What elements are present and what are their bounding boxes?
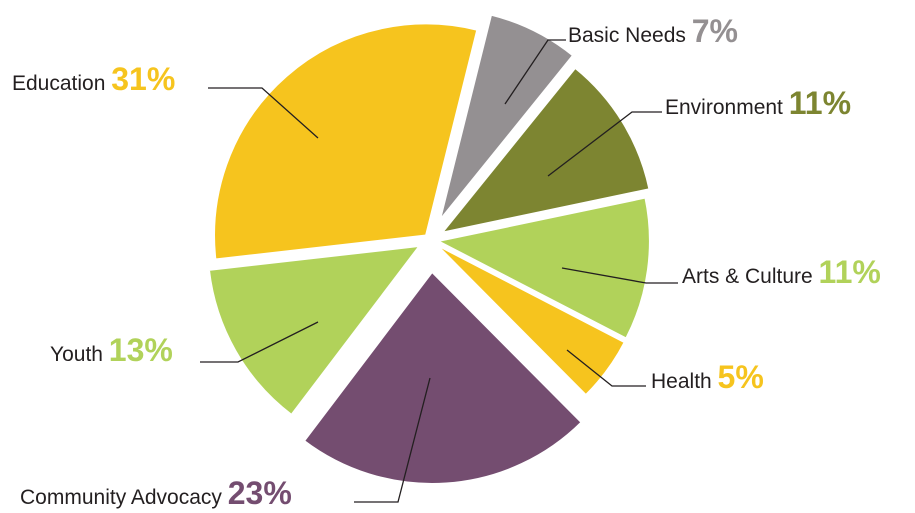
- slice-label-name: Arts & Culture: [682, 265, 819, 288]
- slice-label-value: 31%: [111, 61, 175, 97]
- slice-label-name: Health: [651, 370, 718, 393]
- pie-slice-basic-needs: [438, 13, 575, 221]
- leader-line: [566, 349, 646, 387]
- slice-label: Community Advocacy 23%: [20, 475, 292, 511]
- slice-label: Youth 13%: [50, 332, 173, 368]
- slice-label: Basic Needs 7%: [568, 13, 738, 49]
- slice-label: Education 31%: [12, 61, 175, 97]
- slice-label: Arts & Culture 11%: [682, 254, 881, 290]
- leader-line: [547, 111, 662, 177]
- slice-label-value: 11%: [819, 254, 881, 290]
- pie-slice-education: [213, 22, 479, 261]
- slice-label-name: Youth: [50, 343, 109, 366]
- slice-label: Health 5%: [651, 359, 764, 395]
- slice-label-name: Education: [12, 72, 111, 95]
- pie-slices: [207, 13, 651, 485]
- pie-slice-youth: [207, 244, 422, 417]
- pie-slice-community-advocacy: [302, 270, 583, 485]
- slice-label-value: 23%: [228, 475, 292, 511]
- slice-label-name: Community Advocacy: [20, 486, 228, 509]
- pie-slice-health: [435, 243, 627, 397]
- slice-labels: Basic Needs 7%Environment 11%Arts & Cult…: [12, 13, 881, 511]
- slice-label-value: 5%: [718, 359, 764, 395]
- pie-slice-environment: [439, 66, 651, 235]
- leader-line: [208, 87, 319, 139]
- slice-label-value: 7%: [692, 13, 738, 49]
- slice-label-name: Basic Needs: [568, 24, 692, 47]
- slice-label: Environment 11%: [665, 85, 851, 121]
- slice-label-name: Environment: [665, 96, 789, 119]
- leader-lines: [200, 39, 678, 503]
- pie-slice-arts-culture: [434, 196, 651, 340]
- slice-label-value: 13%: [109, 332, 173, 368]
- leader-line: [504, 39, 566, 105]
- leader-line: [354, 377, 431, 503]
- leader-line: [561, 267, 678, 284]
- slice-label-value: 11%: [789, 85, 851, 121]
- leader-line: [200, 321, 319, 363]
